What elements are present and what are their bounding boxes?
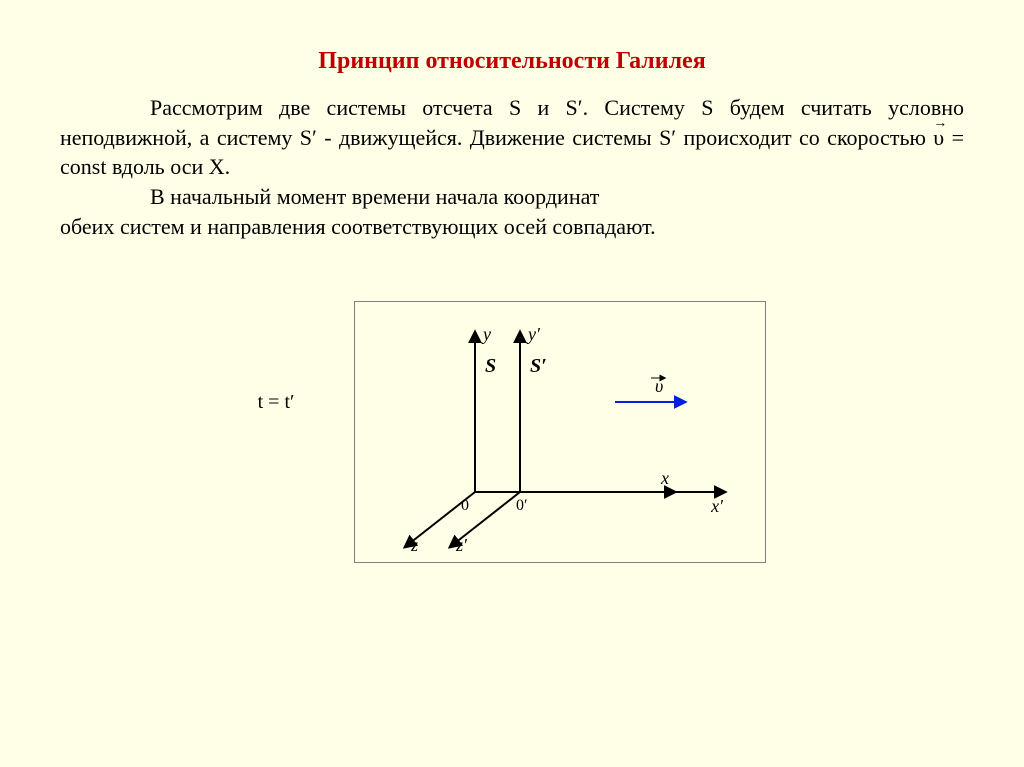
- coordinate-diagram: y x z 0 Sy′ x′ z′ 0′ S′ υ: [354, 301, 766, 563]
- svg-text:x′: x′: [710, 496, 724, 516]
- svg-text:y: y: [481, 324, 491, 344]
- diagram-region: t = t′ y x z 0 Sy′ x′ z′ 0′ S′ υ: [0, 301, 1024, 563]
- svg-text:0′: 0′: [516, 497, 528, 514]
- svg-text:z′: z′: [455, 535, 468, 555]
- page-title: Принцип относительности Галилея: [0, 0, 1024, 93]
- paragraph-2: В начальный момент времени начала коорди…: [0, 182, 1024, 241]
- p1-text-a: Рассмотрим две системы отсчета S и S′. С…: [60, 95, 964, 150]
- svg-text:0: 0: [461, 497, 469, 514]
- svg-text:S: S: [485, 355, 496, 377]
- svg-text:υ: υ: [655, 376, 663, 396]
- svg-text:S′: S′: [530, 355, 547, 377]
- p2-text-a: В начальный момент времени начала коорди…: [150, 184, 599, 209]
- p2-text-b: обеих систем и направления соответствующ…: [60, 214, 656, 239]
- svg-text:x: x: [660, 468, 669, 488]
- svg-text:y′: y′: [526, 324, 541, 344]
- time-equation: t = t′: [258, 391, 295, 414]
- svg-text:z: z: [410, 535, 418, 555]
- p1-text-b: вдоль оси X.: [112, 154, 230, 179]
- paragraph-1: Рассмотрим две системы отсчета S и S′. С…: [0, 93, 1024, 182]
